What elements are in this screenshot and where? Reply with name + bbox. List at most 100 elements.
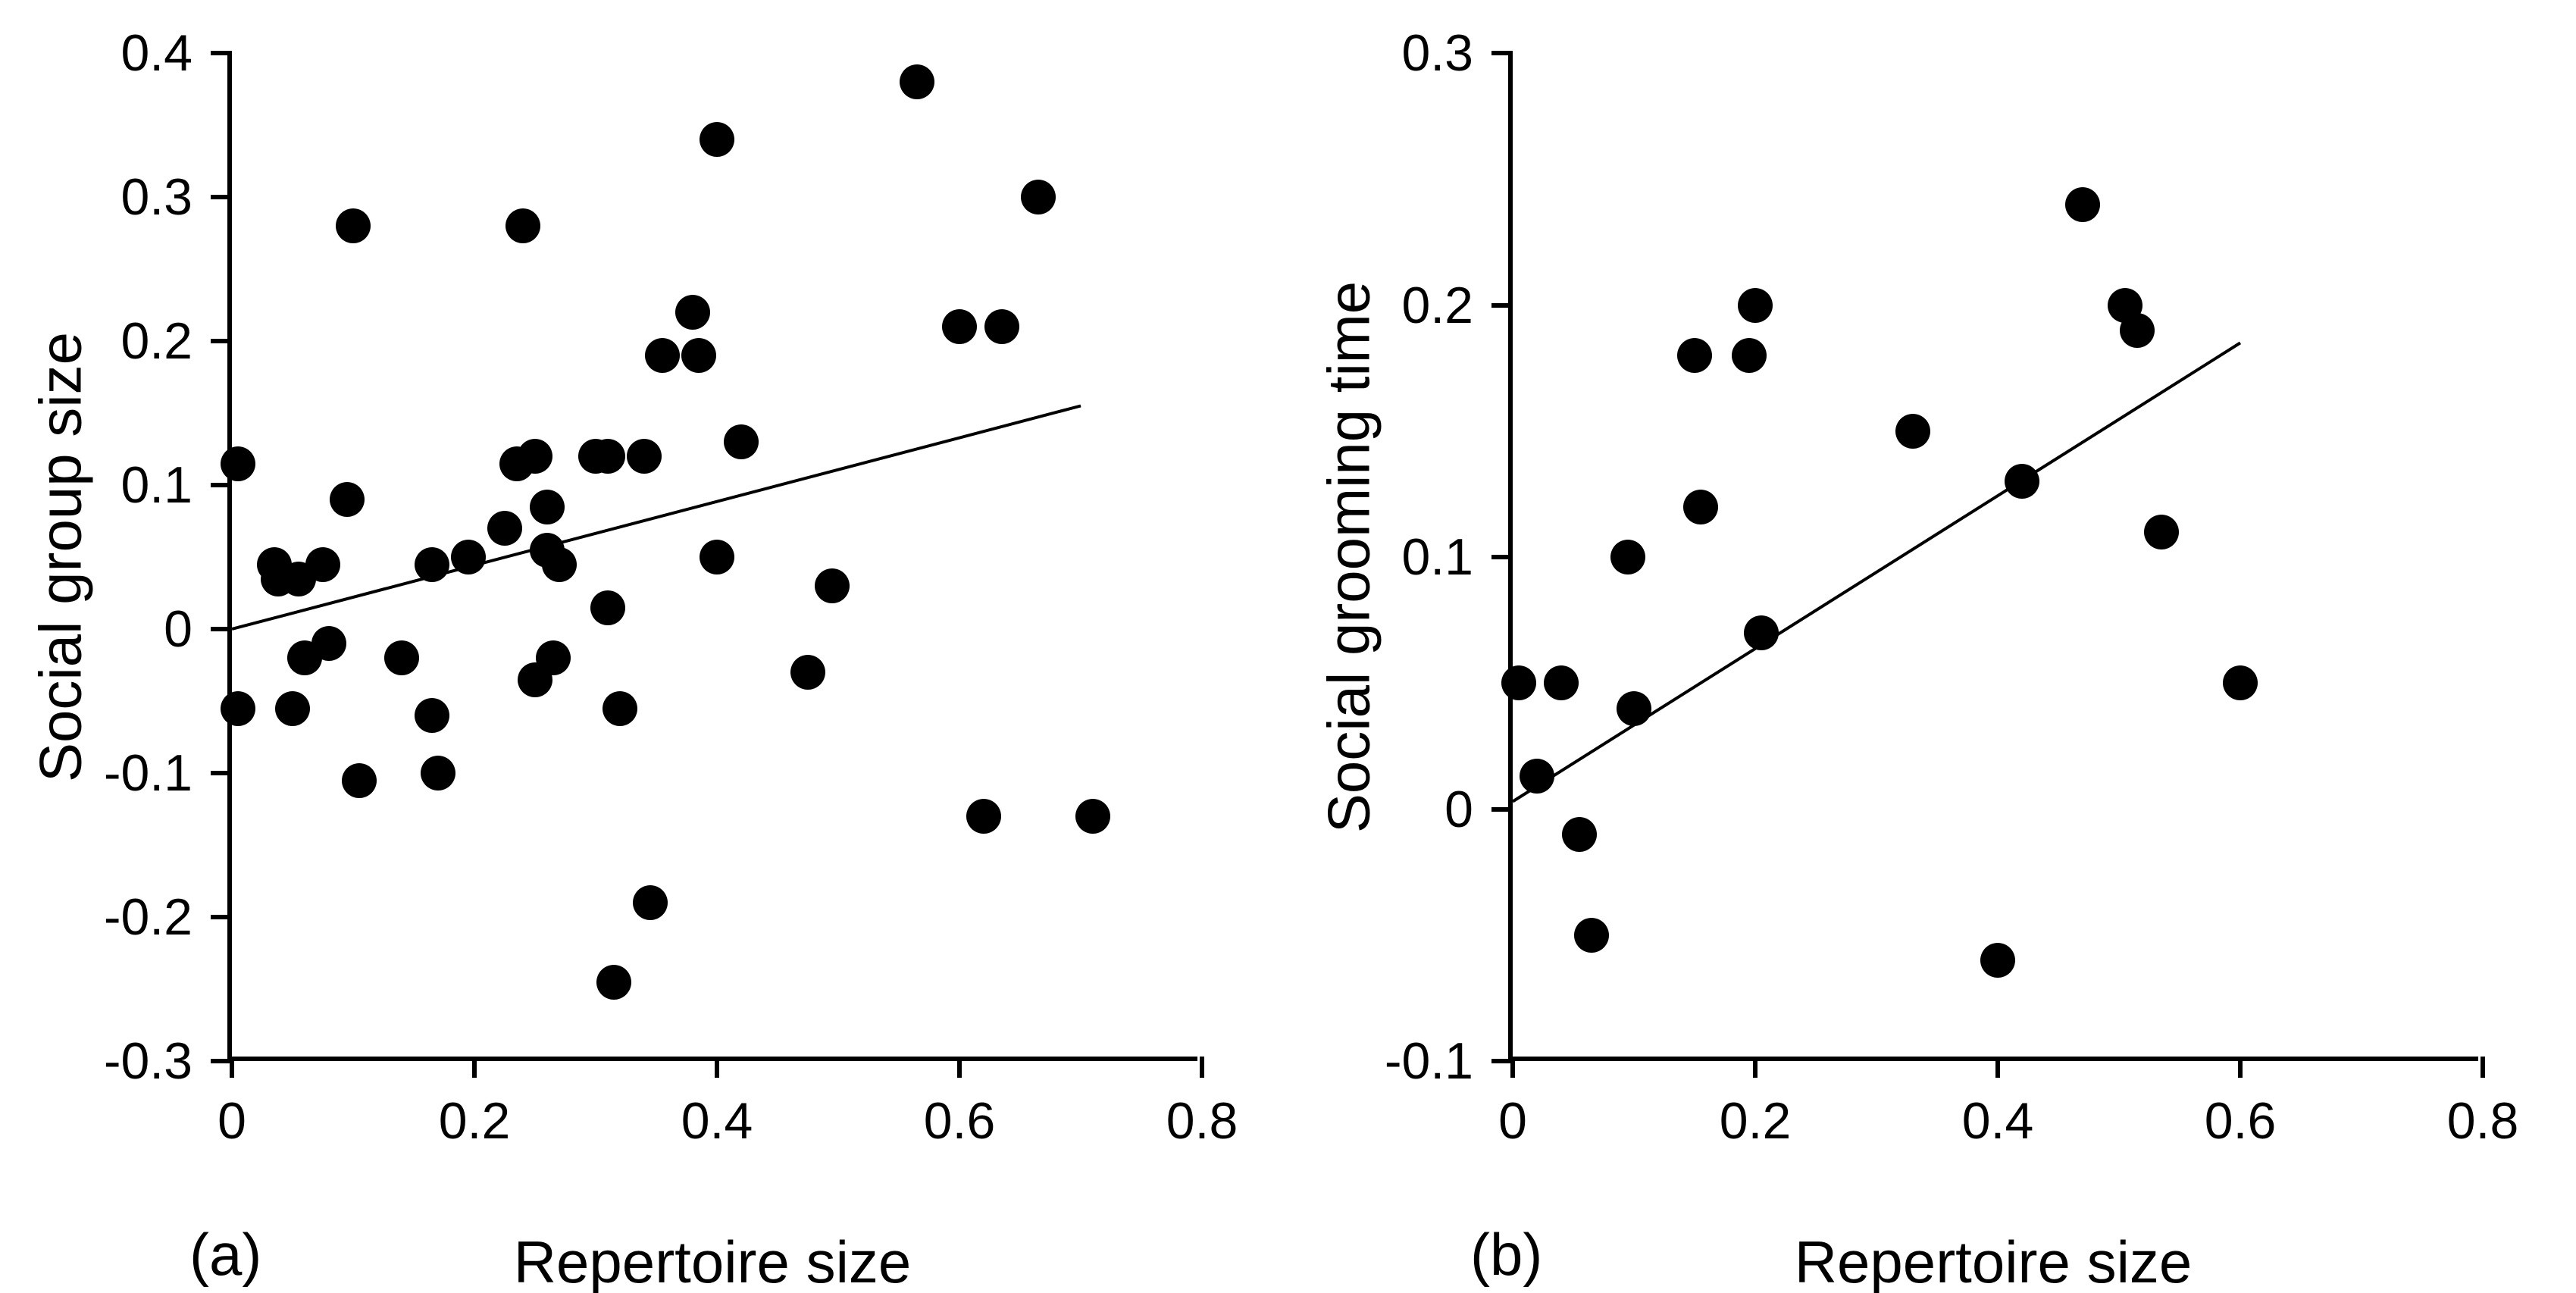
- panel_b-xtick: [1995, 1057, 2000, 1078]
- panel_b-xtick-label: 0.6: [2205, 1091, 2277, 1151]
- panel_b-data-point: [2065, 187, 2100, 222]
- panel_b-data-point: [1562, 817, 1597, 852]
- panel_a-data-point: [596, 965, 631, 1000]
- panel_b-data-point: [2005, 464, 2039, 499]
- panel_b-ytick-label: 0: [1445, 780, 1473, 839]
- panel_a-ytick: [211, 1059, 232, 1063]
- panel_a-data-point: [603, 691, 637, 726]
- panel_a-data-point: [590, 439, 625, 474]
- panel_a-xtick: [1200, 1057, 1204, 1078]
- panel_a-ytick: [211, 483, 232, 487]
- panel_b-fit-line: [1513, 53, 2478, 1057]
- panel_a-ytick-label: 0.2: [121, 312, 192, 371]
- panel_b-ytick-label: 0.2: [1401, 276, 1473, 335]
- panel_a-data-point: [681, 338, 716, 373]
- panel_a-data-point: [1021, 180, 1056, 214]
- panel_b-ytick: [1491, 555, 1513, 559]
- panel_b-ytick: [1491, 303, 1513, 308]
- panel_a-data-point: [221, 446, 255, 481]
- panel_a-data-point: [790, 655, 825, 690]
- panel_a-data-point: [815, 568, 850, 603]
- panel_a-data-point: [505, 208, 540, 243]
- panel_b-data-point: [2120, 313, 2155, 348]
- panel_a-data-point: [984, 309, 1019, 344]
- panel_b-xtick: [2481, 1057, 2485, 1078]
- panel_b-ytick: [1491, 807, 1513, 812]
- panel_a-data-point: [700, 122, 734, 157]
- panel_b-xtick-label: 0.2: [1720, 1091, 1792, 1151]
- panel_a-ytick-label: -0.2: [104, 888, 192, 947]
- panel_b-data-point: [1683, 490, 1718, 524]
- panel_a-data-point: [966, 799, 1001, 834]
- panel_a-data-point: [415, 547, 449, 582]
- panel_a-data-point: [275, 691, 310, 726]
- panel_a-data-point: [221, 691, 255, 726]
- panel_b-ytick-label: -0.1: [1385, 1032, 1473, 1091]
- panel_a-ytick: [211, 627, 232, 631]
- panel_b-plot-area: 00.20.40.60.8-0.100.10.20.3: [1508, 53, 2478, 1061]
- panel_a-plot-area: 00.20.40.60.8-0.3-0.2-0.100.10.20.30.4: [227, 53, 1197, 1061]
- panel_a-data-point: [311, 626, 346, 661]
- panel_b-ytick-label: 0.3: [1401, 23, 1473, 83]
- panel_b-letter: (b): [1470, 1220, 1542, 1289]
- panel_a-xlabel: Repertoire size: [514, 1228, 912, 1293]
- panel_a-ytick: [211, 339, 232, 343]
- panel_a-data-point: [942, 309, 977, 344]
- panel_a-ytick: [211, 771, 232, 775]
- panel_b-data-point: [1744, 615, 1779, 650]
- panel_b-ytick-label: 0.1: [1401, 528, 1473, 587]
- panel_a-xtick: [472, 1057, 477, 1078]
- panel_b-xtick-label: 0: [1498, 1091, 1527, 1151]
- panel_a-xtick-label: 0.6: [924, 1091, 996, 1151]
- panel_a-data-point: [487, 511, 522, 546]
- panel_b-data-point: [1677, 338, 1712, 373]
- panel_a-data-point: [536, 640, 571, 675]
- panel_a-data-point: [305, 547, 340, 582]
- panel_b-data-point: [1895, 414, 1930, 449]
- panel_a-xtick-label: 0.2: [439, 1091, 511, 1151]
- panel_a-ytick: [211, 195, 232, 199]
- panel_a-ytick-label: 0.1: [121, 456, 192, 515]
- panel_a-ytick: [211, 915, 232, 919]
- panel_b-ytick: [1491, 1059, 1513, 1063]
- panel_a-data-point: [518, 439, 552, 474]
- panel_b-xtick-label: 0.4: [1962, 1091, 2034, 1151]
- panel_a-data-point: [384, 640, 419, 675]
- panel_b-data-point: [1544, 665, 1579, 700]
- panel_a-data-point: [675, 295, 710, 330]
- panel_a-xtick: [715, 1057, 719, 1078]
- panel_a-data-point: [724, 424, 759, 459]
- panel_a-data-point: [590, 590, 625, 625]
- panel_a-ytick-label: 0: [164, 600, 192, 659]
- panel_b-data-point: [1610, 540, 1645, 574]
- panel_a-data-point: [530, 490, 565, 524]
- panel_b-xlabel: Repertoire size: [1795, 1228, 2193, 1293]
- panel_b-data-point: [1617, 691, 1651, 726]
- panel_a-ytick-label: 0.4: [121, 23, 192, 83]
- panel_b-ylabel: Social grooming time: [1315, 281, 1384, 833]
- panel_a-ylabel: Social group size: [27, 332, 95, 782]
- panel_a-xtick-label: 0.4: [681, 1091, 753, 1151]
- panel_b-xtick: [2238, 1057, 2243, 1078]
- panel_a-data-point: [342, 763, 377, 798]
- panel_b-data-point: [2144, 515, 2179, 549]
- panel_a-data-point: [1075, 799, 1110, 834]
- panel_a-data-point: [645, 338, 680, 373]
- panel_a-data-point: [330, 482, 365, 517]
- figure-root: 00.20.40.60.8-0.3-0.2-0.100.10.20.30.4 Re…: [0, 0, 2576, 1293]
- panel_a-data-point: [900, 64, 934, 99]
- panel_a-data-point: [700, 540, 734, 574]
- panel_b-data-point: [2223, 665, 2258, 700]
- panel_b-data-point: [1980, 943, 2015, 978]
- panel_b-data-point: [1738, 288, 1773, 323]
- panel_a-ytick: [211, 51, 232, 55]
- panel_b-data-point: [1732, 338, 1767, 373]
- panel_b-data-point: [1501, 665, 1536, 700]
- panel_a-letter: (a): [189, 1220, 261, 1289]
- panel_b-data-point: [1574, 918, 1609, 953]
- panel_b-data-point: [1520, 759, 1554, 794]
- panel_a-xtick-label: 0: [218, 1091, 246, 1151]
- panel_a-xtick: [957, 1057, 962, 1078]
- panel_a-data-point: [415, 698, 449, 733]
- panel_b-xtick: [1753, 1057, 1758, 1078]
